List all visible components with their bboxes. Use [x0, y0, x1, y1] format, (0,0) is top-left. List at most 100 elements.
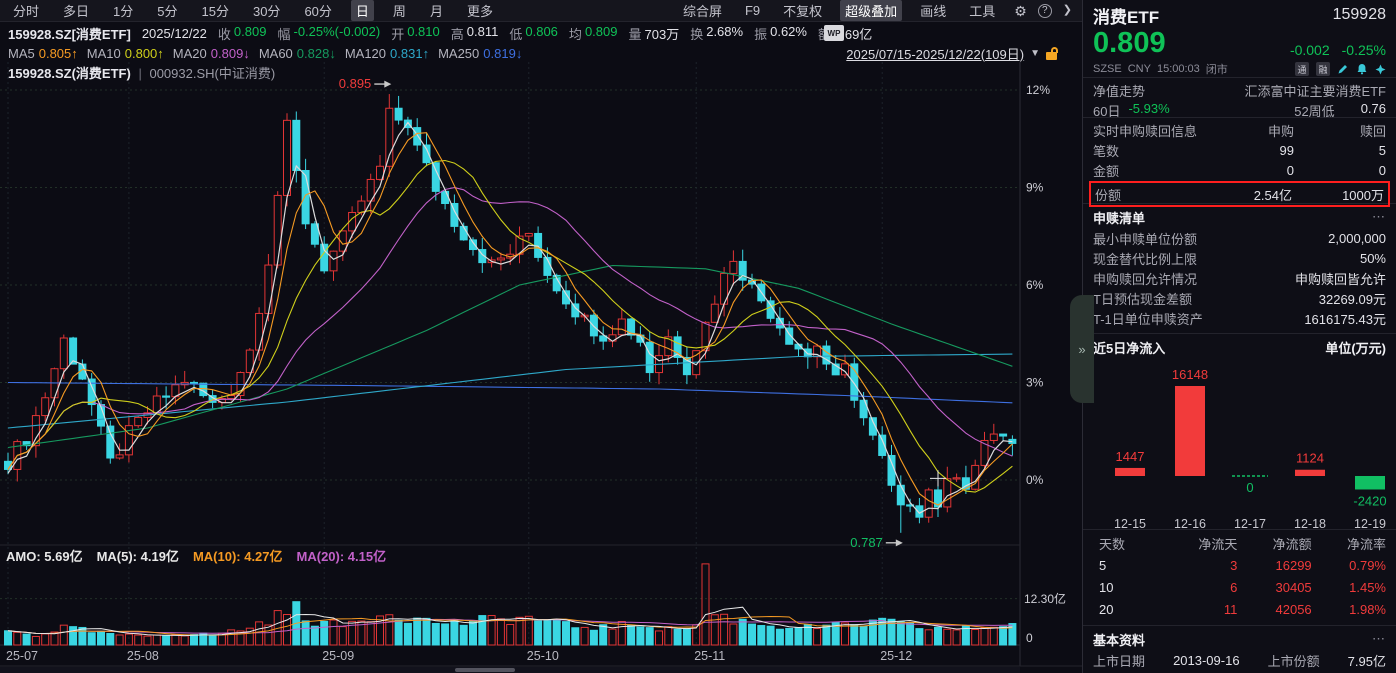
quote-field-幅: 幅 -0.25%(-0.002): [277, 23, 381, 42]
svg-text:1124: 1124: [1296, 451, 1324, 466]
quote-fields: 收 0.809 幅 -0.25%(-0.002) 开 0.810 高 0.811 低 0.806 均…: [218, 24, 872, 43]
chevron-right-icon[interactable]: ❯: [1062, 4, 1072, 16]
tab-日[interactable]: 日: [350, 0, 374, 21]
toolbar-item-综合屏[interactable]: 综合屏: [682, 4, 722, 19]
wencai-icon[interactable]: WP: [824, 25, 844, 41]
week52-low-value: 0.76: [1360, 100, 1386, 116]
svg-text:25-11: 25-11: [694, 649, 725, 663]
svg-text:12-19: 12-19: [1354, 517, 1386, 531]
tab-多日[interactable]: 多日: [63, 4, 90, 19]
svg-text:16148: 16148: [1172, 367, 1208, 382]
nav-label[interactable]: 净值走势: [1093, 83, 1146, 99]
svg-text:0: 0: [1026, 631, 1033, 645]
unlock-icon[interactable]: [1046, 46, 1058, 60]
alarm-icon[interactable]: [1356, 63, 1368, 75]
basic-info-section: 基本资料 ⋯ 上市日期 2013-09-16 上市份额 7.95亿: [1083, 626, 1396, 673]
margin-badge-rong: 融: [1316, 62, 1330, 76]
overlay-divider: |: [138, 66, 142, 81]
basic-info-more-icon[interactable]: ⋯: [1372, 631, 1386, 646]
flow-table: 天数 净流天 净流额 净流率 5 3 16299 0.79% 10 6 30405 1.45% 20 11…: [1093, 532, 1386, 620]
date-range-control[interactable]: 2025/07/15-2025/12/22(109日) ▼: [846, 44, 1074, 63]
amo-legend: AMO: 5.69亿 MA(5): 4.19亿 MA(10): 4.27亿 MA(20…: [6, 546, 387, 564]
amo-legend-item: MA(20): 4.15亿: [296, 549, 387, 564]
svg-text:0.787: 0.787: [850, 535, 883, 550]
quote-field-低: 低 0.806: [509, 23, 558, 42]
flow-table-row: 20 11 42056 1.98%: [1099, 601, 1386, 617]
svg-text:6%: 6%: [1026, 278, 1044, 292]
ma-item-MA10: MA10 0.800↑: [86, 45, 164, 61]
svg-text:12-16: 12-16: [1174, 517, 1206, 531]
panel-quote-header: 消费ETF 159928 0.809 -0.002 -0.25% SZSE CN…: [1083, 0, 1396, 78]
tab-周[interactable]: 周: [392, 4, 406, 19]
redemption-title[interactable]: 申赎清单: [1093, 210, 1146, 226]
tab-30分[interactable]: 30分: [252, 4, 281, 19]
panel-collapse-handle[interactable]: »: [1070, 295, 1094, 403]
chevron-down-icon[interactable]: ▼: [1030, 47, 1040, 59]
stock-name: 消费ETF: [1093, 7, 1160, 27]
ma-item-MA60: MA60 0.828↓: [258, 45, 336, 61]
ma-legend: MA5 0.805↑ MA10 0.800↑ MA20 0.809↓ MA60 0.828↓ M…: [8, 46, 522, 61]
header-mini-icons: 通 融: [1295, 62, 1386, 76]
tab-月[interactable]: 月: [429, 4, 443, 19]
toolbar-item-超级叠加[interactable]: 超级叠加: [840, 0, 903, 21]
redemption-more-icon[interactable]: ⋯: [1372, 209, 1386, 224]
week52-low-label: 52周低: [1294, 103, 1335, 119]
svg-text:0.895: 0.895: [339, 76, 372, 91]
overlay-bar: 159928.SZ(消费ETF) | 000932.SH(中证消费): [8, 63, 276, 81]
redemption-row: 现金替代比例上限 50%: [1093, 250, 1386, 267]
tab-60分[interactable]: 60分: [304, 4, 332, 19]
basic-info-title[interactable]: 基本资料: [1093, 632, 1146, 648]
help-icon[interactable]: ?: [1037, 3, 1052, 18]
secondary-symbol-label[interactable]: 000932.SH(中证消费): [149, 66, 276, 81]
tab-1分[interactable]: 1分: [113, 4, 134, 19]
toolbar-item-不复权[interactable]: 不复权: [783, 4, 823, 19]
svg-text:12%: 12%: [1026, 83, 1050, 97]
primary-symbol-label[interactable]: 159928.SZ(消费ETF): [8, 66, 131, 81]
svg-text:25-10: 25-10: [527, 649, 559, 663]
realtime-row-笔数: 笔数 99 5: [1093, 142, 1386, 159]
tab-5分[interactable]: 5分: [157, 4, 178, 19]
amo-legend-item: AMO: 5.69亿: [6, 549, 83, 564]
tab-分时[interactable]: 分时: [13, 4, 40, 19]
quote-field-均: 均 0.809: [568, 23, 618, 42]
flow-title[interactable]: 近5日净流入: [1093, 340, 1166, 356]
tab-更多[interactable]: 更多: [466, 4, 493, 19]
gear-icon[interactable]: ⚙: [1014, 2, 1027, 19]
ma-item-MA20: MA20 0.809↓: [172, 45, 250, 61]
redeem-col-header: 赎回: [1359, 123, 1386, 139]
ma-item-MA5: MA5 0.805↑: [8, 45, 78, 61]
list-shares-value: 7.95亿: [1347, 653, 1386, 669]
svg-text:9%: 9%: [1026, 181, 1044, 195]
tab-15分[interactable]: 15分: [201, 4, 229, 19]
date-range-label[interactable]: 2025/07/15-2025/12/22(109日): [846, 46, 1025, 62]
amo-legend-item: MA(5): 4.19亿: [96, 549, 179, 564]
list-date-label: 上市日期: [1093, 653, 1146, 669]
diamond-icon[interactable]: [1375, 64, 1386, 75]
flow-unit-label: 单位(万元): [1325, 340, 1386, 356]
kline-chart[interactable]: 0% 3% 6% 9% 12% 25-07 25-08 25-09 25-10 25-11 25-1…: [0, 62, 1082, 673]
quote-field-高: 高 0.811: [450, 23, 499, 42]
quote-field-振: 振 0.62%: [754, 23, 807, 42]
nav-section: 净值走势 汇添富中证主要消费ETF 60日 -5.93% 52周低 0.76: [1083, 78, 1396, 119]
redemption-row: T-1日单位申赎资产 1616175.43元: [1093, 311, 1386, 327]
chart-scrollbar-thumb[interactable]: [455, 668, 515, 672]
quote-field-开: 开 0.810: [391, 23, 440, 42]
flow-bar-chart[interactable]: 1447 12-15 16148 12-16 0 12-17 1124 12-18 -2420 1…: [1093, 358, 1387, 539]
realtime-rows: 笔数 99 5 金额 0 0 份额 2.54亿 1000万: [1089, 140, 1390, 207]
svg-text:12-17: 12-17: [1234, 517, 1266, 531]
margin-badge-tong: 通: [1295, 62, 1309, 76]
redemption-row: 申购赎回允许情况 申购赎回皆允许: [1093, 271, 1386, 287]
currency-label: CNY: [1127, 63, 1151, 75]
ma-item-MA120: MA120 0.831↑: [344, 45, 430, 61]
flow-chart-section: 近5日净流入 单位(万元) 1447 12-15 16148 12-16 0 12-17 1…: [1083, 334, 1396, 531]
toolbar-item-画线[interactable]: 画线: [920, 4, 947, 19]
svg-text:0: 0: [1246, 480, 1253, 495]
fund-full-name[interactable]: 汇添富中证主要消费ETF: [1244, 83, 1386, 99]
pencil-icon[interactable]: [1337, 63, 1349, 75]
toolbar-item-F9[interactable]: F9: [744, 3, 761, 18]
realtime-section: 实时申购赎回信息 申购 赎回 笔数 99 5 金额 0 0 份额 2.54亿 1000万: [1083, 118, 1396, 207]
nav-60d-label: 60日: [1093, 103, 1121, 119]
stock-code: 159928: [1332, 6, 1386, 23]
svg-text:25-07: 25-07: [6, 649, 38, 663]
toolbar-item-工具[interactable]: 工具: [969, 4, 996, 19]
